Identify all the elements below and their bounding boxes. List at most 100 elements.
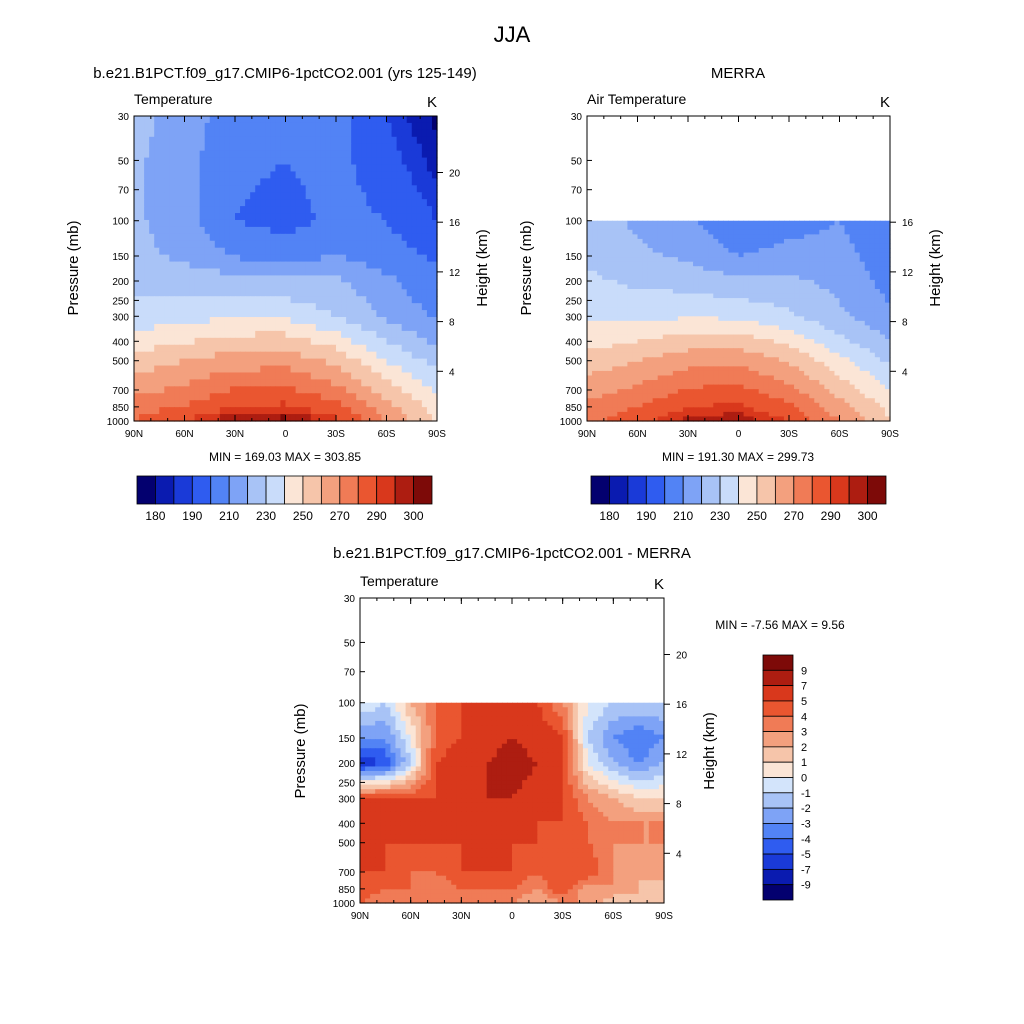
obs-cell xyxy=(597,261,603,267)
model-cell xyxy=(356,226,362,235)
obs-cell xyxy=(607,279,613,286)
model-cell xyxy=(431,400,438,408)
obs-panel: MERRA Air Temperature K 3050701001502002… xyxy=(518,65,944,523)
colorbar-swatch xyxy=(413,475,433,505)
obs-cell xyxy=(682,343,689,349)
obs-cell xyxy=(819,307,825,313)
model-cell xyxy=(270,219,276,228)
model-cell xyxy=(346,178,352,186)
model-cell xyxy=(194,129,201,138)
model-cell xyxy=(376,233,383,242)
obs-cell xyxy=(637,229,644,235)
obs-cell xyxy=(748,298,755,304)
obs-cell xyxy=(854,366,861,372)
obs-cell xyxy=(864,225,871,231)
obs-cell xyxy=(839,361,846,367)
model-cell xyxy=(139,178,145,186)
model-cell xyxy=(209,372,216,381)
model-cell xyxy=(224,185,231,193)
model-cell xyxy=(235,233,241,242)
obs-cell xyxy=(743,252,750,258)
model-cell xyxy=(290,185,297,193)
model-cell xyxy=(250,289,256,297)
obs-cell xyxy=(642,375,649,381)
model-cell xyxy=(416,317,423,325)
obs-cell xyxy=(587,243,593,249)
model-cell xyxy=(431,310,438,318)
obs-cell xyxy=(597,298,603,304)
model-cell xyxy=(209,226,216,235)
model-cell xyxy=(305,226,312,235)
model-cell xyxy=(199,136,206,145)
model-cell xyxy=(300,157,307,166)
obs-cell xyxy=(748,361,755,367)
model-cell xyxy=(144,240,150,249)
obs-cell xyxy=(829,220,836,226)
obs-cell xyxy=(672,348,679,354)
model-cell xyxy=(270,365,276,374)
model-cell xyxy=(235,185,241,193)
model-cell xyxy=(371,171,377,179)
model-cell xyxy=(134,317,140,325)
obs-cell xyxy=(748,339,755,345)
model-ylabel: Pressure (mb) xyxy=(65,220,82,315)
model-cell xyxy=(219,414,226,422)
obs-cell xyxy=(864,261,871,267)
obs-cell xyxy=(688,325,694,331)
model-cell xyxy=(275,303,282,311)
model-cell xyxy=(351,407,357,415)
obs-cell xyxy=(849,384,856,390)
model-cell xyxy=(406,310,413,318)
model-cell xyxy=(169,199,175,207)
obs-cell xyxy=(657,275,664,281)
obs-cell xyxy=(768,261,775,267)
model-cell xyxy=(381,240,388,249)
model-cell xyxy=(386,226,393,235)
model-cell xyxy=(265,261,271,270)
obs-cell xyxy=(698,370,704,377)
obs-cell xyxy=(809,320,815,327)
obs-cell xyxy=(799,325,805,331)
model-cell xyxy=(275,344,282,353)
model-cell xyxy=(366,372,372,381)
obs-cell xyxy=(698,261,704,267)
obs-cell xyxy=(869,229,876,235)
model-cell xyxy=(144,192,150,200)
obs-cell xyxy=(814,270,820,276)
model-cell xyxy=(174,268,181,277)
obs-cell xyxy=(758,289,765,295)
obs-cell xyxy=(597,325,603,331)
obs-cell xyxy=(672,384,679,390)
obs-cell xyxy=(622,266,628,272)
model-cell xyxy=(391,393,398,401)
model-cell xyxy=(386,157,393,166)
obs-cell xyxy=(773,352,780,358)
model-cell xyxy=(204,358,211,367)
obs-cell xyxy=(718,357,724,363)
obs-cell xyxy=(622,302,628,308)
model-cell xyxy=(280,261,287,270)
obs-cell xyxy=(819,234,825,240)
model-cell xyxy=(245,254,251,263)
model-cell xyxy=(426,178,433,186)
obs-cell xyxy=(617,348,623,354)
model-cell xyxy=(391,129,398,138)
obs-cell xyxy=(637,261,644,267)
model-cell xyxy=(416,351,423,360)
model-cell xyxy=(149,136,155,145)
model-cell xyxy=(275,226,282,235)
model-cell xyxy=(391,122,398,131)
pressure-tick-label: 50 xyxy=(118,156,130,167)
model-cell xyxy=(260,129,266,138)
obs-cell xyxy=(879,320,886,327)
obs-cell xyxy=(587,252,593,258)
model-cell xyxy=(154,372,160,381)
obs-cell xyxy=(682,348,689,354)
model-cell xyxy=(149,351,155,360)
model-cell xyxy=(376,282,383,290)
obs-cell xyxy=(763,302,770,308)
obs-cell xyxy=(632,366,639,372)
obs-cell xyxy=(783,289,790,295)
model-cell xyxy=(229,358,236,367)
obs-cell xyxy=(864,375,871,381)
